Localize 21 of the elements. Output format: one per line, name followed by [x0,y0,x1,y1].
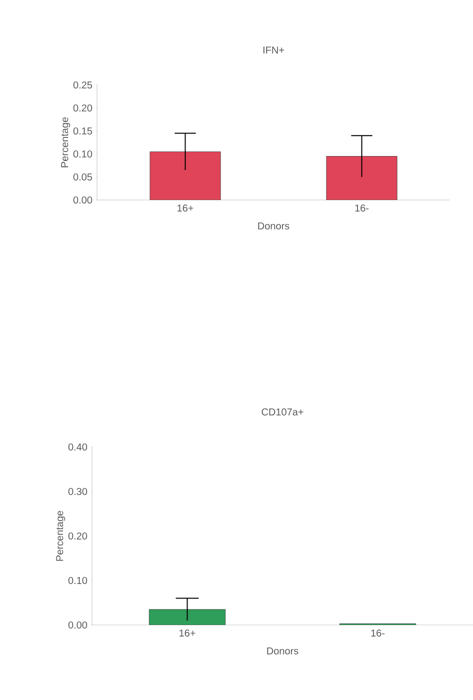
x-axis-title: Donors [267,647,298,654]
y-axis-title: Percentage [56,510,66,561]
x-tick-label: 16+ [180,630,196,637]
x-tick-label: 16- [355,204,369,212]
y-tick-label: 0.15 [73,127,92,135]
x-axis-title: Donors [258,222,290,230]
x-tick-label: 16- [371,630,385,637]
y-tick-label: 0.10 [68,576,88,584]
x-tick-label: 16+ [178,204,194,212]
y-tick-label: 0.30 [68,488,88,496]
y-tick-label: 0.20 [68,532,88,540]
y-axis-title: Percentage [61,117,70,168]
y-tick-label: 0.05 [73,173,92,181]
y-tick-label: 0.00 [68,621,88,629]
y-tick-label: 0.00 [73,196,92,204]
y-tick-label: 0.10 [73,150,92,158]
chart-title: CD107a+ [262,408,304,416]
y-tick-label: 0.25 [73,81,92,89]
y-tick-label: 0.40 [68,443,88,451]
chart-title: IFN+ [263,46,284,54]
y-tick-label: 0.20 [73,104,92,112]
